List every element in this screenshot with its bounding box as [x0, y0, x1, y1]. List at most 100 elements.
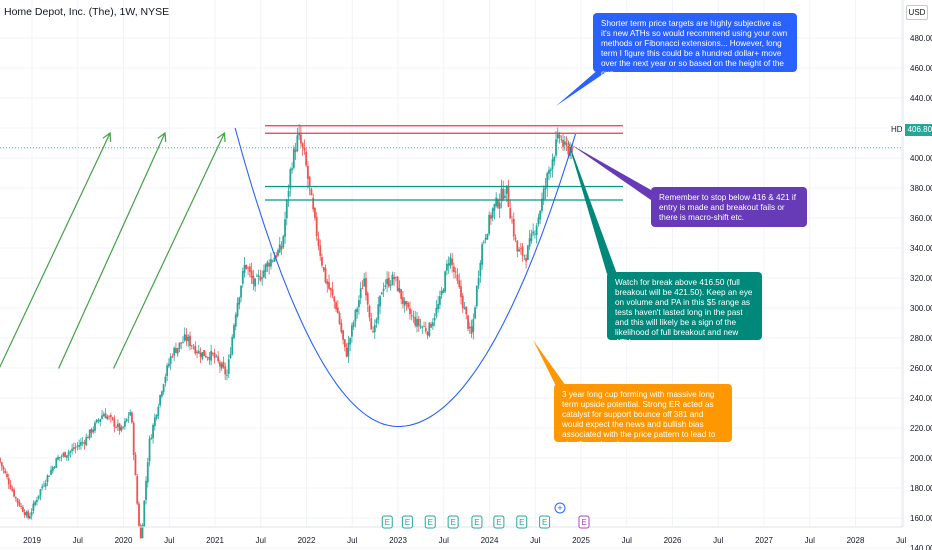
earnings-marker-box[interactable]	[539, 515, 551, 529]
earnings-marker-box[interactable]	[516, 515, 528, 529]
candle-body	[359, 288, 362, 299]
candle-body	[463, 307, 466, 310]
candle-body	[88, 429, 91, 439]
candle-body	[65, 455, 68, 458]
candle-body	[118, 423, 121, 431]
candle-body	[319, 245, 322, 256]
candle-body	[20, 506, 22, 507]
earnings-marker-label[interactable]: E	[542, 518, 547, 527]
candle-body	[363, 278, 366, 287]
candle-body	[57, 456, 59, 460]
price-tick-label: 320.00	[910, 274, 932, 283]
earnings-marker-label[interactable]: E	[385, 518, 390, 527]
candle-body	[333, 296, 336, 302]
candle-body	[238, 297, 241, 305]
price-tick-label: 280.00	[910, 334, 932, 343]
earnings-marker-label[interactable]: E	[450, 518, 455, 527]
candle-body	[321, 257, 323, 266]
candle-body	[18, 501, 21, 506]
candle-body	[243, 264, 246, 273]
earnings-marker-label[interactable]: E	[428, 518, 433, 527]
earnings-marker-label[interactable]: E	[405, 518, 410, 527]
candle-body	[199, 352, 202, 357]
add-event-plus-label[interactable]: +	[557, 503, 562, 513]
candle-body	[194, 345, 197, 354]
future-earnings-marker-label[interactable]: E	[581, 518, 586, 527]
earnings-marker-box[interactable]	[381, 515, 393, 529]
candle-body	[391, 274, 394, 285]
earnings-marker-label[interactable]: E	[474, 518, 479, 527]
future-earnings-marker-box[interactable]	[578, 515, 590, 529]
candle-body	[523, 255, 526, 257]
candle-body	[146, 462, 149, 483]
candle-body	[528, 238, 531, 247]
candle-body	[120, 426, 123, 431]
candle-body	[250, 270, 253, 278]
earnings-marker-box[interactable]	[401, 515, 413, 529]
candle-body	[315, 217, 318, 237]
candle-body	[526, 245, 529, 261]
candle-body	[308, 176, 311, 187]
candle-body	[0, 457, 1, 463]
levels	[265, 125, 623, 201]
candle-body	[380, 292, 383, 295]
candle-body	[58, 457, 61, 458]
candle-body	[178, 342, 181, 349]
candle-body	[259, 276, 262, 281]
candle-body	[6, 473, 8, 477]
candle-body	[273, 257, 276, 262]
candle-body	[493, 204, 496, 211]
candle-body	[446, 263, 448, 271]
candle-body	[560, 139, 563, 141]
time-tick-label: 2022	[298, 536, 316, 545]
candle-body	[458, 280, 461, 287]
candle-body	[555, 139, 557, 156]
candle-body	[282, 236, 285, 248]
price-tick-label: 260.00	[910, 364, 932, 373]
earnings-marker-box[interactable]	[424, 515, 436, 529]
price-tick-label: 340.00	[910, 244, 932, 253]
candle-body	[570, 144, 573, 153]
candle-body	[377, 304, 380, 320]
candle-body	[562, 140, 564, 148]
candle-body	[153, 417, 156, 427]
candle-body	[491, 208, 494, 218]
candle-body	[314, 208, 316, 218]
symbol-title[interactable]: Home Depot, Inc. (The), 1W, NYSE	[4, 6, 170, 18]
earnings-marker-label[interactable]: E	[496, 518, 501, 527]
time-tick-label: Jul	[164, 536, 174, 545]
candle-body	[438, 296, 441, 305]
candle-body	[248, 266, 251, 272]
candle-body	[215, 355, 218, 357]
add-event-plus-icon[interactable]	[554, 502, 566, 514]
earnings-markers[interactable]: E E E E E E E E E +	[381, 502, 590, 529]
earnings-marker-box[interactable]	[493, 515, 505, 529]
candle-body	[299, 134, 302, 144]
time-tick-label: 2020	[115, 536, 133, 545]
candle-body	[477, 277, 480, 286]
candle-body	[229, 354, 232, 359]
candle-body	[430, 324, 432, 328]
candle-body	[532, 231, 535, 234]
candle-body	[449, 257, 452, 266]
earnings-marker-label[interactable]: E	[519, 518, 524, 527]
candle-body	[465, 306, 468, 315]
candle-body	[97, 420, 100, 422]
earnings-marker-box[interactable]	[447, 515, 459, 529]
note-purple[interactable]: Remember to stop below 416 & 421 if entr…	[651, 187, 807, 227]
price-tick-label: 220.00	[910, 424, 932, 433]
candle-body	[213, 352, 216, 358]
candle-body	[41, 486, 44, 489]
candle-body	[349, 338, 352, 345]
note-blue[interactable]: Shorter term price targets are highly su…	[593, 13, 797, 78]
candle-body	[171, 356, 174, 358]
note-blue-pointer	[556, 68, 612, 106]
currency-badge[interactable]: USD	[906, 5, 928, 20]
note-teal[interactable]: Watch for break above 416.50 (full break…	[607, 272, 762, 347]
price-tick-label: 400.00	[910, 154, 932, 163]
note-orange[interactable]: 3 year long cup forming with massive lon…	[554, 384, 732, 449]
earnings-marker-box[interactable]	[471, 515, 483, 529]
candle-body	[551, 159, 554, 169]
